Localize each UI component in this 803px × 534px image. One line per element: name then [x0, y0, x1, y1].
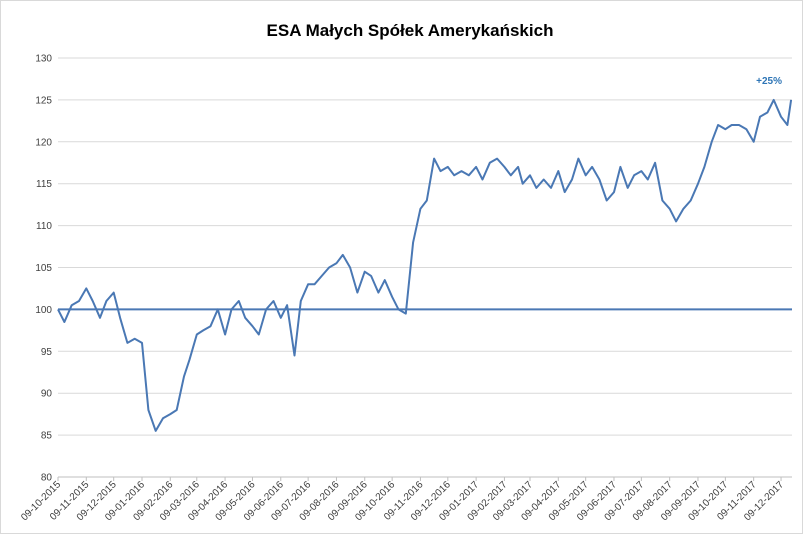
series-line — [57, 98, 793, 432]
y-tick-label: 95 — [41, 347, 53, 358]
y-tick-label: 85 — [41, 431, 53, 442]
y-tick-label: 90 — [41, 389, 53, 400]
y-tick-label: 80 — [41, 473, 53, 484]
y-tick-label: 115 — [36, 179, 52, 190]
y-tick-label: 105 — [35, 263, 52, 274]
y-tick-label: 120 — [35, 137, 52, 148]
y-tick-label: 110 — [36, 221, 52, 232]
y-tick-label: 125 — [35, 95, 52, 106]
chart-title: ESA Małych Spółek Amerykańskich — [267, 21, 554, 40]
annotation: +25% — [756, 76, 782, 87]
y-tick-label: 100 — [35, 305, 52, 316]
y-tick-label: 130 — [35, 54, 52, 65]
